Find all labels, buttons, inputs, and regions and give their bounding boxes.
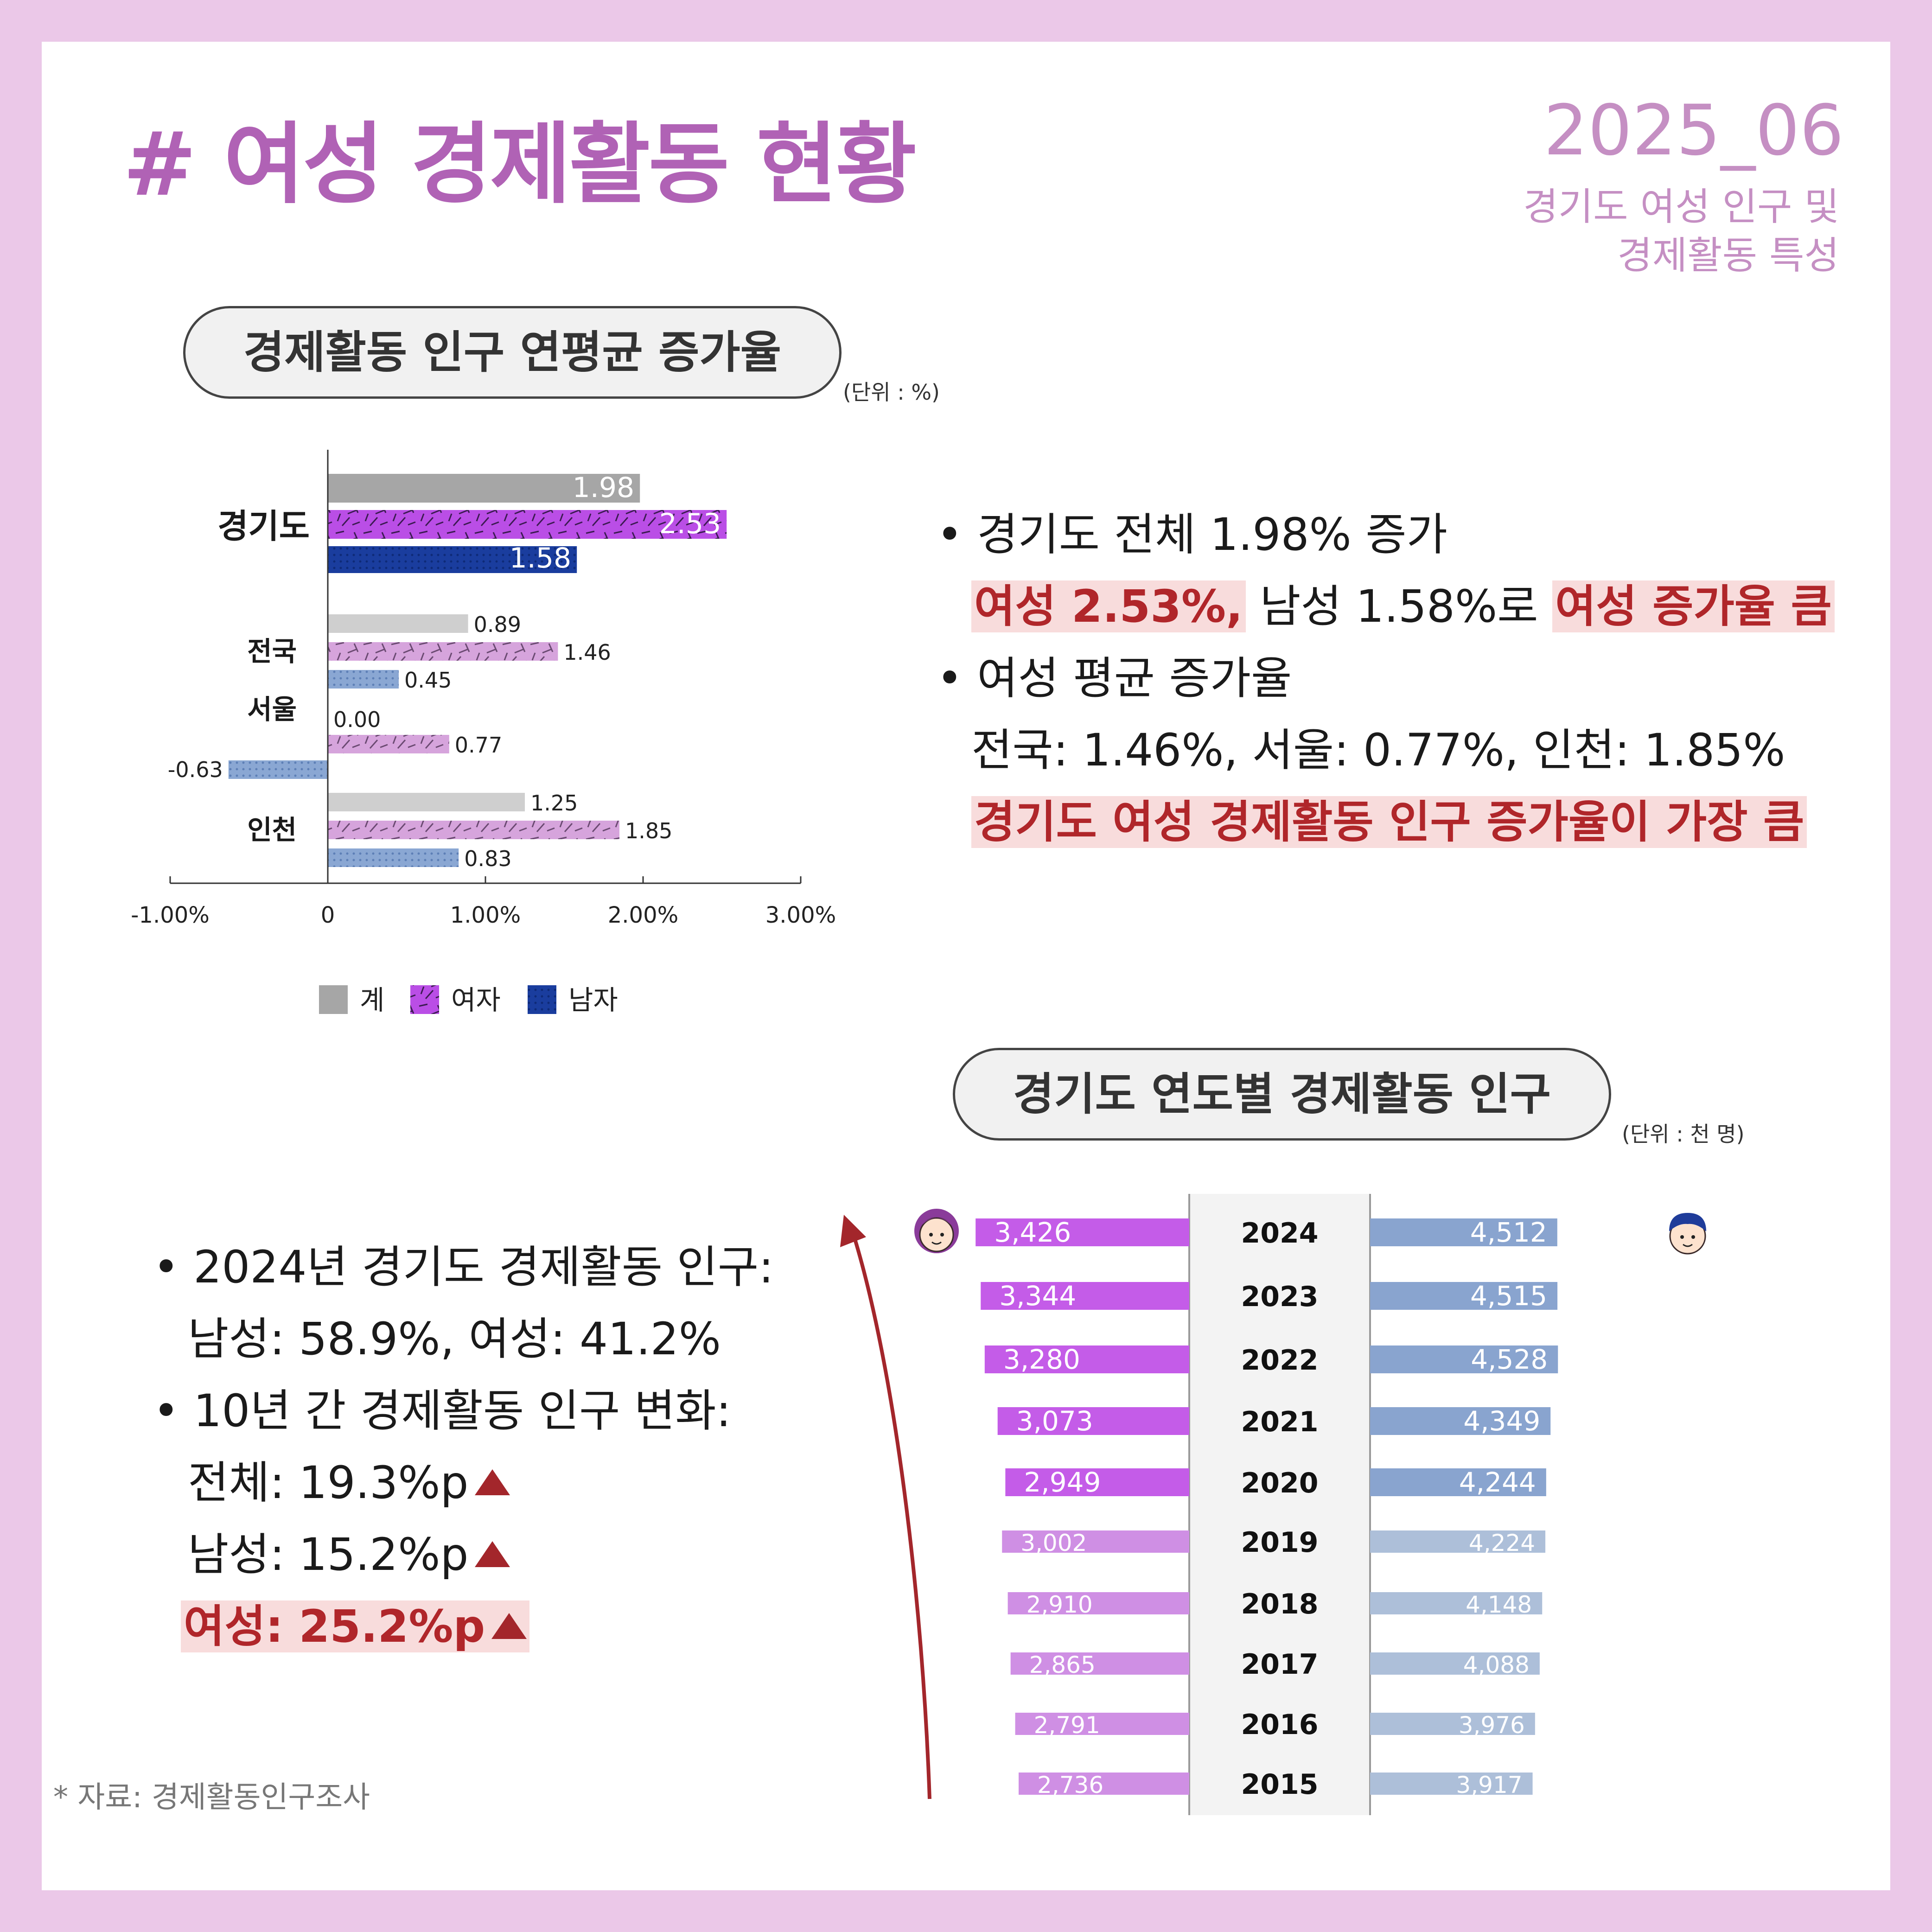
bullet-text: 전국: 1.46%, 서울: 0.77%, 인천: 1.85% <box>971 724 1785 776</box>
legend-label: 남자 <box>568 984 618 1016</box>
bar-남자 <box>228 760 328 779</box>
legend-swatch <box>319 985 348 1014</box>
bar-남자 <box>328 848 459 867</box>
bullet-text: 2024년 경기도 경제활동 인구: <box>193 1241 774 1293</box>
bar-여자 <box>328 642 558 661</box>
highlight-female-larger: 여성 증가율 큼 <box>1552 580 1835 632</box>
issue-subtitle: 경기도 여성 인구 및 경제활동 특성 <box>1523 183 1839 281</box>
bullet-text: 남성 1.58%로 <box>1245 580 1553 632</box>
unit-label-percent: (단위 : %) <box>843 380 940 405</box>
bar-남자 <box>328 670 399 689</box>
bar-여자 <box>328 821 619 839</box>
bar-계 <box>328 793 525 811</box>
highlight-gyeonggi-highest: 경기도 여성 경제활동 인구 증가율이 가장 큼 <box>971 796 1807 848</box>
bullet-text: 여성 평균 증가율 <box>977 652 1292 704</box>
bar-여자 <box>328 510 727 539</box>
summary-bullets-right: • 경기도 전체 1.98% 증가 여성 2.53%, 남성 1.58%로 여성… <box>937 498 1835 851</box>
highlight-female-rate: 여성 2.53%, <box>971 580 1246 632</box>
bullet-line: 전체: 19.3%p <box>188 1447 510 1511</box>
category-label: 서울 <box>247 694 297 725</box>
bullet-line: 여성: 25.2%p <box>181 1590 530 1655</box>
legend-swatch <box>410 985 439 1014</box>
x-tick-label: 2.00% <box>608 902 678 928</box>
bullet-line: • 여성 평균 증가율 <box>937 652 1292 704</box>
bullet-line: 경기도 여성 경제활동 인구 증가율이 가장 큼 <box>971 786 1807 850</box>
data-label: 0.45 <box>404 668 452 693</box>
up-triangle-icon <box>491 1613 527 1639</box>
bullet-line: • 2024년 경기도 경제활동 인구: <box>153 1241 774 1293</box>
bullet-text: 전체: 19.3%p <box>188 1457 469 1509</box>
bar-여자 <box>328 735 449 753</box>
issue-date: 2025_06 <box>1543 90 1844 171</box>
bullet-line: 여성 2.53%, 남성 1.58%로 여성 증가율 큼 <box>971 570 1835 635</box>
data-label: 1.25 <box>530 791 578 816</box>
up-triangle-icon <box>475 1469 510 1495</box>
bullet-text: 여성: 25.2%p <box>184 1600 485 1652</box>
unit-label-thousand: (단위 : 천 명) <box>1622 1122 1745 1147</box>
data-label: 1.85 <box>625 818 672 843</box>
data-label: 1.98 <box>573 472 635 504</box>
data-label: 1.58 <box>510 542 572 574</box>
subtitle-line-2: 경제활동 특성 <box>1617 233 1839 278</box>
legend-label: 계 <box>360 984 384 1016</box>
category-label: 전국 <box>247 636 297 667</box>
bar-계 <box>328 474 640 503</box>
highlight-female-change: 여성: 25.2%p <box>181 1600 530 1652</box>
summary-bullets-left: • 2024년 경기도 경제활동 인구: 남성: 58.9%, 여성: 41.2… <box>153 1231 848 1652</box>
x-tick-label: -1.00% <box>131 902 210 928</box>
up-triangle-icon <box>475 1541 510 1567</box>
category-label: 인천 <box>247 814 297 846</box>
data-label: 0.89 <box>474 612 521 637</box>
x-tick-label: 1.00% <box>450 902 521 928</box>
section-title-yearly: 경기도 연도별 경제활동 인구 <box>953 1048 1611 1141</box>
bullet-line: 전국: 1.46%, 서울: 0.77%, 인천: 1.85% <box>971 714 1785 778</box>
bullet-line: • 경기도 전체 1.98% 증가 <box>937 509 1447 561</box>
x-tick-label: 0 <box>321 902 335 928</box>
bullet-line: 남성: 58.9%, 여성: 41.2% <box>188 1303 721 1367</box>
bar-계 <box>328 614 468 633</box>
data-label: 0.77 <box>455 733 502 758</box>
bullet-line: 남성: 15.2%p <box>188 1518 510 1583</box>
category-label: 경기도 <box>217 507 310 546</box>
data-label: 0.00 <box>333 707 381 732</box>
data-label: -0.63 <box>168 757 223 782</box>
bar-남자 <box>328 546 577 573</box>
data-label: 0.83 <box>464 846 511 871</box>
page-title: # 여성 경제활동 현황 <box>123 113 917 216</box>
bullet-text: 경기도 전체 1.98% 증가 <box>977 509 1447 561</box>
bullet-text: 10년 간 경제활동 인구 변화: <box>193 1385 731 1437</box>
bullet-text: 남성: 58.9%, 여성: 41.2% <box>188 1313 721 1365</box>
legend-label: 여자 <box>451 984 501 1016</box>
legend-swatch <box>528 985 556 1014</box>
bullet-text: 남성: 15.2%p <box>188 1529 469 1581</box>
x-tick-label: 3.00% <box>765 902 836 928</box>
section-title-growth: 경제활동 인구 연평균 증가율 <box>183 306 842 399</box>
subtitle-line-1: 경기도 여성 인구 및 <box>1523 185 1839 229</box>
bullet-line: • 10년 간 경제활동 인구 변화: <box>153 1385 731 1437</box>
data-label: 1.46 <box>563 640 611 665</box>
source-note: * 자료: 경제활동인구조사 <box>53 1780 370 1815</box>
data-label: 2.53 <box>659 508 721 540</box>
